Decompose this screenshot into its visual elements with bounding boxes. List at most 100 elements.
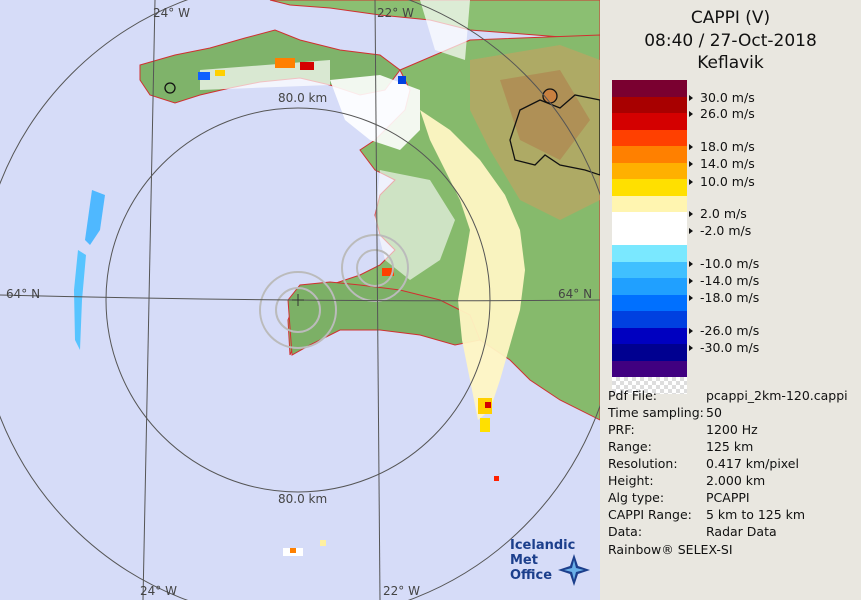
info-value: PCAPPI — [706, 490, 750, 505]
legend-tick — [689, 211, 693, 217]
legend-label: -26.0 m/s — [700, 323, 760, 338]
echo-white — [330, 75, 420, 150]
radar-map[interactable]: 24° W 22° W 24° W 22° W 64° N 64° N 80.0… — [0, 0, 600, 600]
glacier-outline — [509, 94, 600, 176]
legend-label: -18.0 m/s — [700, 290, 760, 305]
echo-blue-west — [85, 190, 105, 245]
info-value: 5 km to 125 km — [706, 507, 806, 522]
echo-spot — [398, 76, 406, 84]
legend-color-4 — [612, 146, 687, 163]
lon-label-bottom-24w: 24° W — [140, 584, 177, 598]
legend-color-17 — [612, 360, 687, 378]
meridian-22w — [374, 0, 381, 600]
lat-label-right-64n: 64° N — [558, 287, 593, 301]
legend-color-14 — [612, 311, 687, 328]
lon-label-top-22w: 22° W — [377, 6, 414, 20]
glacier-small-2 — [164, 82, 176, 94]
info-value: pcappi_2km-120.cappi — [706, 388, 848, 403]
echo-spot — [480, 418, 490, 432]
legend-label: -14.0 m/s — [700, 273, 760, 288]
legend-tick — [689, 179, 693, 185]
legend-tick — [689, 328, 693, 334]
legend-color-3 — [612, 129, 687, 147]
radar-ring-kef-2 — [275, 287, 321, 333]
legend-color-1 — [612, 96, 687, 114]
imo-logo: Icelandic Met Office — [510, 538, 600, 583]
meridian-24w — [142, 0, 156, 600]
legend-label: 2.0 m/s — [700, 206, 747, 221]
legend-color-2 — [612, 113, 687, 130]
echo-spot — [320, 540, 326, 546]
legend-tick — [689, 144, 693, 150]
legend-tick — [689, 345, 693, 351]
legend-color-7 — [612, 195, 687, 213]
radar-ring-rvk-2 — [356, 249, 394, 287]
info-key: Time sampling: — [608, 405, 704, 420]
footer-credit: Rainbow® SELEX-SI — [608, 542, 733, 557]
info-value: 125 km — [706, 439, 754, 454]
echo-spot — [382, 268, 394, 276]
legend-label: 26.0 m/s — [700, 106, 755, 121]
info-key: Data: — [608, 524, 643, 539]
highlands-2 — [500, 70, 590, 160]
echo-white-4 — [420, 0, 470, 60]
lon-label-top-24w: 24° W — [153, 6, 190, 20]
lon-label-bottom-22w: 22° W — [383, 584, 420, 598]
info-key: Resolution: — [608, 456, 678, 471]
echo-spot — [494, 476, 499, 481]
echo-white-3 — [200, 60, 330, 90]
legend-tick — [689, 261, 693, 267]
legend-color-6 — [612, 179, 687, 196]
info-key: Pdf File: — [608, 388, 657, 403]
echo-spot — [275, 58, 295, 68]
range-label-bottom: 80.0 km — [278, 492, 328, 506]
echo-band — [420, 110, 525, 420]
echo-white-2 — [375, 170, 455, 280]
legend-color-15 — [612, 327, 687, 345]
info-key: Height: — [608, 473, 654, 488]
info-value: 2.000 km — [706, 473, 766, 488]
legend-label: 18.0 m/s — [700, 139, 755, 154]
product-title: CAPPI (V) — [690, 8, 771, 28]
legend-tick — [689, 228, 693, 234]
echo-spot — [215, 70, 225, 76]
radar-ring-kef-1 — [259, 271, 337, 349]
info-value: Radar Data — [706, 524, 777, 539]
legend-tick — [689, 95, 693, 101]
lat-label-left-64n: 64° N — [6, 287, 41, 301]
echo-spot — [198, 72, 210, 80]
legend-tick — [689, 161, 693, 167]
site-title: Keflavik — [697, 53, 764, 73]
legend-label: -2.0 m/s — [700, 223, 752, 238]
range-label-top: 80.0 km — [278, 91, 328, 105]
echo-blue-west-2 — [74, 250, 86, 350]
info-key: Range: — [608, 439, 652, 454]
logo-line-1: Icelandic Met — [510, 538, 576, 568]
legend-color-9 — [612, 228, 687, 246]
info-key: PRF: — [608, 422, 635, 437]
legend-color-8 — [612, 212, 687, 229]
echo-spot — [300, 62, 314, 70]
echo-spot — [290, 548, 296, 553]
range-ring-80km — [105, 107, 491, 493]
imo-logo-icon — [558, 554, 590, 586]
info-key: CAPPI Range: — [608, 507, 692, 522]
info-panel: CAPPI (V) 08:40 / 27-Oct-2018 Keflavik 3… — [600, 0, 861, 600]
legend-tick — [689, 111, 693, 117]
legend-color-10 — [612, 245, 687, 262]
legend-color-12 — [612, 278, 687, 295]
legend-color-11 — [612, 261, 687, 279]
legend-color-0 — [612, 80, 687, 97]
echo-spot — [485, 402, 491, 408]
legend-tick — [689, 295, 693, 301]
radar-centre-marker — [292, 294, 304, 306]
info-value: 0.417 km/pixel — [706, 456, 799, 471]
legend-label: -30.0 m/s — [700, 340, 760, 355]
legend-label: 10.0 m/s — [700, 174, 755, 189]
legend-color-13 — [612, 294, 687, 312]
legend-label: 14.0 m/s — [700, 156, 755, 171]
map-graphics — [0, 0, 600, 600]
datetime-title: 08:40 / 27-Oct-2018 — [644, 31, 817, 51]
legend-label: 30.0 m/s — [700, 90, 755, 105]
info-value: 1200 Hz — [706, 422, 758, 437]
